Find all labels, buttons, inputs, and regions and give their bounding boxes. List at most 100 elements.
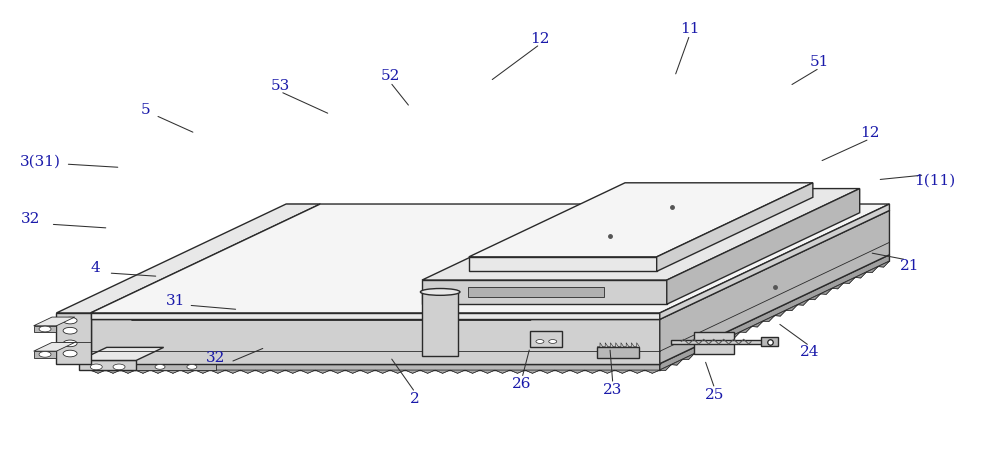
- Circle shape: [63, 350, 77, 357]
- Polygon shape: [465, 370, 480, 373]
- Polygon shape: [786, 305, 798, 311]
- Circle shape: [39, 352, 51, 357]
- Polygon shape: [645, 370, 660, 373]
- Circle shape: [549, 340, 557, 343]
- Polygon shape: [694, 348, 706, 354]
- Polygon shape: [315, 370, 330, 373]
- Text: 5: 5: [141, 103, 150, 117]
- Polygon shape: [56, 204, 320, 313]
- Polygon shape: [775, 310, 786, 316]
- Polygon shape: [422, 189, 860, 280]
- Text: 12: 12: [860, 126, 879, 140]
- Polygon shape: [285, 370, 300, 373]
- Polygon shape: [132, 219, 325, 320]
- Polygon shape: [729, 332, 740, 338]
- Polygon shape: [530, 331, 562, 347]
- Polygon shape: [422, 292, 458, 355]
- Polygon shape: [136, 362, 216, 370]
- Polygon shape: [761, 337, 778, 346]
- Polygon shape: [56, 313, 91, 364]
- Polygon shape: [866, 266, 878, 273]
- Circle shape: [155, 364, 165, 369]
- Polygon shape: [422, 280, 667, 304]
- Polygon shape: [855, 272, 866, 278]
- Polygon shape: [91, 313, 660, 319]
- Polygon shape: [597, 347, 639, 359]
- Polygon shape: [660, 255, 889, 370]
- Polygon shape: [878, 261, 889, 267]
- Polygon shape: [121, 370, 136, 373]
- Text: 12: 12: [530, 31, 550, 46]
- Polygon shape: [180, 370, 195, 373]
- Polygon shape: [270, 370, 285, 373]
- Polygon shape: [375, 370, 390, 373]
- Polygon shape: [667, 189, 860, 304]
- Polygon shape: [34, 326, 56, 332]
- Polygon shape: [106, 370, 121, 373]
- Text: 26: 26: [512, 377, 532, 391]
- Polygon shape: [469, 183, 813, 257]
- Polygon shape: [763, 316, 775, 322]
- Polygon shape: [671, 340, 766, 343]
- Polygon shape: [195, 370, 210, 373]
- Polygon shape: [79, 361, 136, 370]
- Circle shape: [90, 364, 102, 370]
- Polygon shape: [660, 365, 671, 370]
- Text: 51: 51: [810, 55, 829, 69]
- Polygon shape: [34, 342, 75, 351]
- Polygon shape: [660, 204, 889, 319]
- Polygon shape: [821, 288, 832, 294]
- Polygon shape: [683, 354, 694, 360]
- Polygon shape: [435, 370, 450, 373]
- Polygon shape: [225, 370, 240, 373]
- Polygon shape: [480, 370, 495, 373]
- Text: 2: 2: [410, 391, 420, 406]
- Polygon shape: [132, 311, 530, 320]
- Polygon shape: [752, 321, 763, 327]
- Ellipse shape: [420, 288, 460, 295]
- Polygon shape: [798, 299, 809, 305]
- Text: 11: 11: [680, 22, 699, 36]
- Circle shape: [39, 326, 51, 332]
- Polygon shape: [132, 229, 723, 320]
- Polygon shape: [630, 370, 645, 373]
- Polygon shape: [390, 370, 405, 373]
- Polygon shape: [540, 370, 555, 373]
- Circle shape: [63, 340, 77, 347]
- Polygon shape: [450, 370, 465, 373]
- Polygon shape: [420, 370, 435, 373]
- Polygon shape: [34, 351, 56, 358]
- Text: 24: 24: [800, 345, 819, 359]
- Text: 32: 32: [206, 352, 225, 365]
- Polygon shape: [79, 347, 164, 361]
- Circle shape: [63, 317, 77, 324]
- Polygon shape: [345, 370, 360, 373]
- Polygon shape: [657, 183, 813, 271]
- Polygon shape: [706, 343, 717, 349]
- Polygon shape: [286, 204, 320, 255]
- Polygon shape: [844, 277, 855, 284]
- Text: 4: 4: [91, 261, 100, 275]
- Polygon shape: [91, 255, 889, 364]
- Polygon shape: [91, 319, 660, 364]
- Polygon shape: [717, 337, 729, 343]
- Polygon shape: [300, 370, 315, 373]
- Text: 25: 25: [705, 388, 724, 402]
- Text: 52: 52: [380, 69, 400, 84]
- Polygon shape: [694, 332, 734, 354]
- Polygon shape: [468, 287, 604, 297]
- Polygon shape: [510, 370, 525, 373]
- Polygon shape: [91, 364, 660, 370]
- Circle shape: [113, 364, 125, 370]
- Polygon shape: [600, 370, 615, 373]
- Polygon shape: [91, 370, 106, 373]
- Polygon shape: [165, 370, 180, 373]
- Polygon shape: [91, 204, 889, 313]
- Text: 32: 32: [21, 211, 40, 226]
- Circle shape: [187, 364, 197, 369]
- Text: 53: 53: [271, 79, 290, 93]
- Text: 21: 21: [900, 259, 919, 273]
- Polygon shape: [615, 370, 630, 373]
- Polygon shape: [525, 370, 540, 373]
- Polygon shape: [495, 370, 510, 373]
